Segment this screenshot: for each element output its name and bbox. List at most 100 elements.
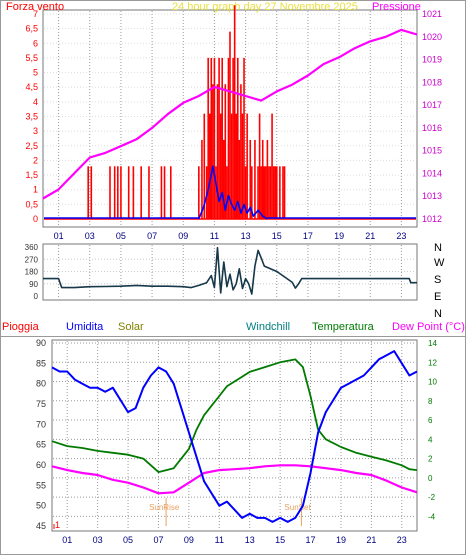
x-tick-label: 17 [303, 231, 313, 241]
temperature-tick-label: 4 [428, 435, 433, 444]
compass-point-label: N [434, 308, 442, 320]
pressure-tick-label: 1016 [422, 123, 442, 133]
temperature-tick-label: -4 [428, 512, 436, 521]
pressure-tick-label: 1015 [422, 146, 442, 156]
humidity-tick-label: 70 [36, 419, 46, 429]
wind-tick-label: 3,5 [25, 112, 38, 122]
humidity-line [51, 350, 418, 523]
x-tick-label: 21 [365, 231, 375, 241]
wind-tick-label: 2,5 [25, 141, 38, 151]
x-tick-label: 01 [62, 535, 72, 545]
x-tick-label: 07 [147, 231, 157, 241]
x-tick-label: 11 [210, 231, 219, 241]
x-tick-label: 17 [306, 535, 316, 545]
humidity-tick-label: 85 [36, 358, 46, 368]
temperature-tick-label: 6 [428, 416, 433, 425]
dewpoint-legend-label: Dew Point (°C) [392, 321, 465, 333]
direction-tick-label: 90 [29, 280, 38, 289]
wind-tick-label: 6 [33, 38, 38, 48]
humidity-tick-label: 55 [36, 480, 46, 490]
x-tick-label: 21 [366, 535, 376, 545]
sunrise-label: SunRise [149, 503, 180, 512]
x-tick-label: 05 [123, 535, 133, 545]
x-tick-label: 15 [272, 231, 282, 241]
compass-point-label: N [434, 242, 442, 254]
temperature-tick-label: 10 [428, 378, 437, 387]
x-tick-label: 09 [184, 535, 194, 545]
direction-tick-label: 0 [34, 292, 39, 301]
humidity-tick-label: 75 [36, 399, 46, 409]
pressure-tick-label: 1018 [422, 77, 442, 87]
pressure-line [42, 28, 418, 200]
pressure-tick-label: 1012 [422, 214, 442, 224]
x-tick-label: 23 [397, 535, 407, 545]
x-tick-label: 15 [275, 535, 285, 545]
chart-title: 24 hour graph day 27 Novembre 2025 [172, 1, 358, 13]
humidity-tick-label: 65 [36, 440, 46, 450]
x-tick-label: 13 [245, 535, 255, 545]
wind-direction-line [43, 246, 417, 295]
x-tick-label: 19 [334, 231, 344, 241]
wind-tick-label: 0,5 [25, 199, 38, 209]
compass-point-label: W [434, 257, 445, 269]
temperature-tick-label: 0 [428, 474, 433, 483]
pressure-tick-label: 1017 [422, 100, 442, 110]
pressure-tick-label: 1013 [422, 191, 442, 201]
wind-tick-label: 2 [33, 155, 38, 165]
humidity-tick-label: 50 [36, 501, 46, 511]
wind-tick-label: 7 [33, 9, 38, 19]
x-tick-label: 19 [336, 535, 346, 545]
humidity-legend-label: Umidita [66, 321, 104, 333]
pressure-legend-label: Pressione [372, 1, 421, 13]
direction-tick-label: 360 [25, 243, 39, 252]
temperature-tick-label: 14 [428, 339, 437, 348]
wind-tick-label: 5 [33, 68, 38, 78]
humidity-temperature-plot-area [51, 339, 418, 532]
x-tick-label: 03 [93, 535, 103, 545]
temperature-line [51, 358, 418, 474]
wind-tick-label: 4 [33, 97, 38, 107]
x-tick-label: 03 [85, 231, 95, 241]
wind-tick-label: 5,5 [25, 53, 38, 63]
x-tick-label: 01 [54, 231, 64, 241]
wind-tick-label: 4,5 [25, 82, 38, 92]
pressure-tick-label: 1014 [422, 168, 442, 178]
compass-point-label: S [434, 274, 441, 286]
rain-legend-label: Pioggia [2, 321, 40, 333]
temperature-tick-label: 8 [428, 397, 433, 406]
x-tick-label: 23 [396, 231, 406, 241]
humidity-tick-label: 90 [36, 338, 46, 348]
humidity-tick-label: 60 [36, 460, 46, 470]
sunset-label: SunSet [284, 503, 311, 512]
pressure-tick-label: 1019 [422, 55, 442, 65]
temperature-tick-label: 2 [428, 455, 433, 464]
temperature-tick-label: -2 [428, 493, 436, 502]
wind-tick-label: 0 [33, 214, 38, 224]
temperature-legend-label: Temperatura [312, 321, 375, 333]
temperature-tick-label: 12 [428, 358, 437, 367]
x-tick-label: 05 [116, 231, 126, 241]
humidity-tick-label: 80 [36, 379, 46, 389]
wind-tick-label: 3 [33, 126, 38, 136]
pressure-tick-label: 1021 [422, 9, 442, 19]
x-tick-label: 11 [215, 535, 224, 545]
wind-tick-label: 6,5 [25, 24, 38, 34]
wind-legend-label: Forza vento [6, 1, 64, 13]
humidity-tick-label: 45 [36, 521, 46, 531]
x-tick-label: 07 [153, 535, 163, 545]
windchill-legend-label: Windchill [246, 321, 290, 333]
rain-value-label: 1 [55, 520, 60, 530]
wind-tick-label: 1 [33, 185, 38, 195]
x-tick-label: 09 [178, 231, 188, 241]
wind-tick-label: 1,5 [25, 170, 38, 180]
direction-tick-label: 270 [25, 255, 39, 264]
compass-point-label: E [434, 291, 441, 303]
pressure-tick-label: 1020 [422, 32, 442, 42]
dewpoint-line [51, 464, 418, 495]
x-tick-label: 13 [241, 231, 251, 241]
solar-legend-label: Solar [118, 321, 144, 333]
direction-tick-label: 180 [25, 268, 39, 277]
wind-gust-line [198, 165, 268, 220]
